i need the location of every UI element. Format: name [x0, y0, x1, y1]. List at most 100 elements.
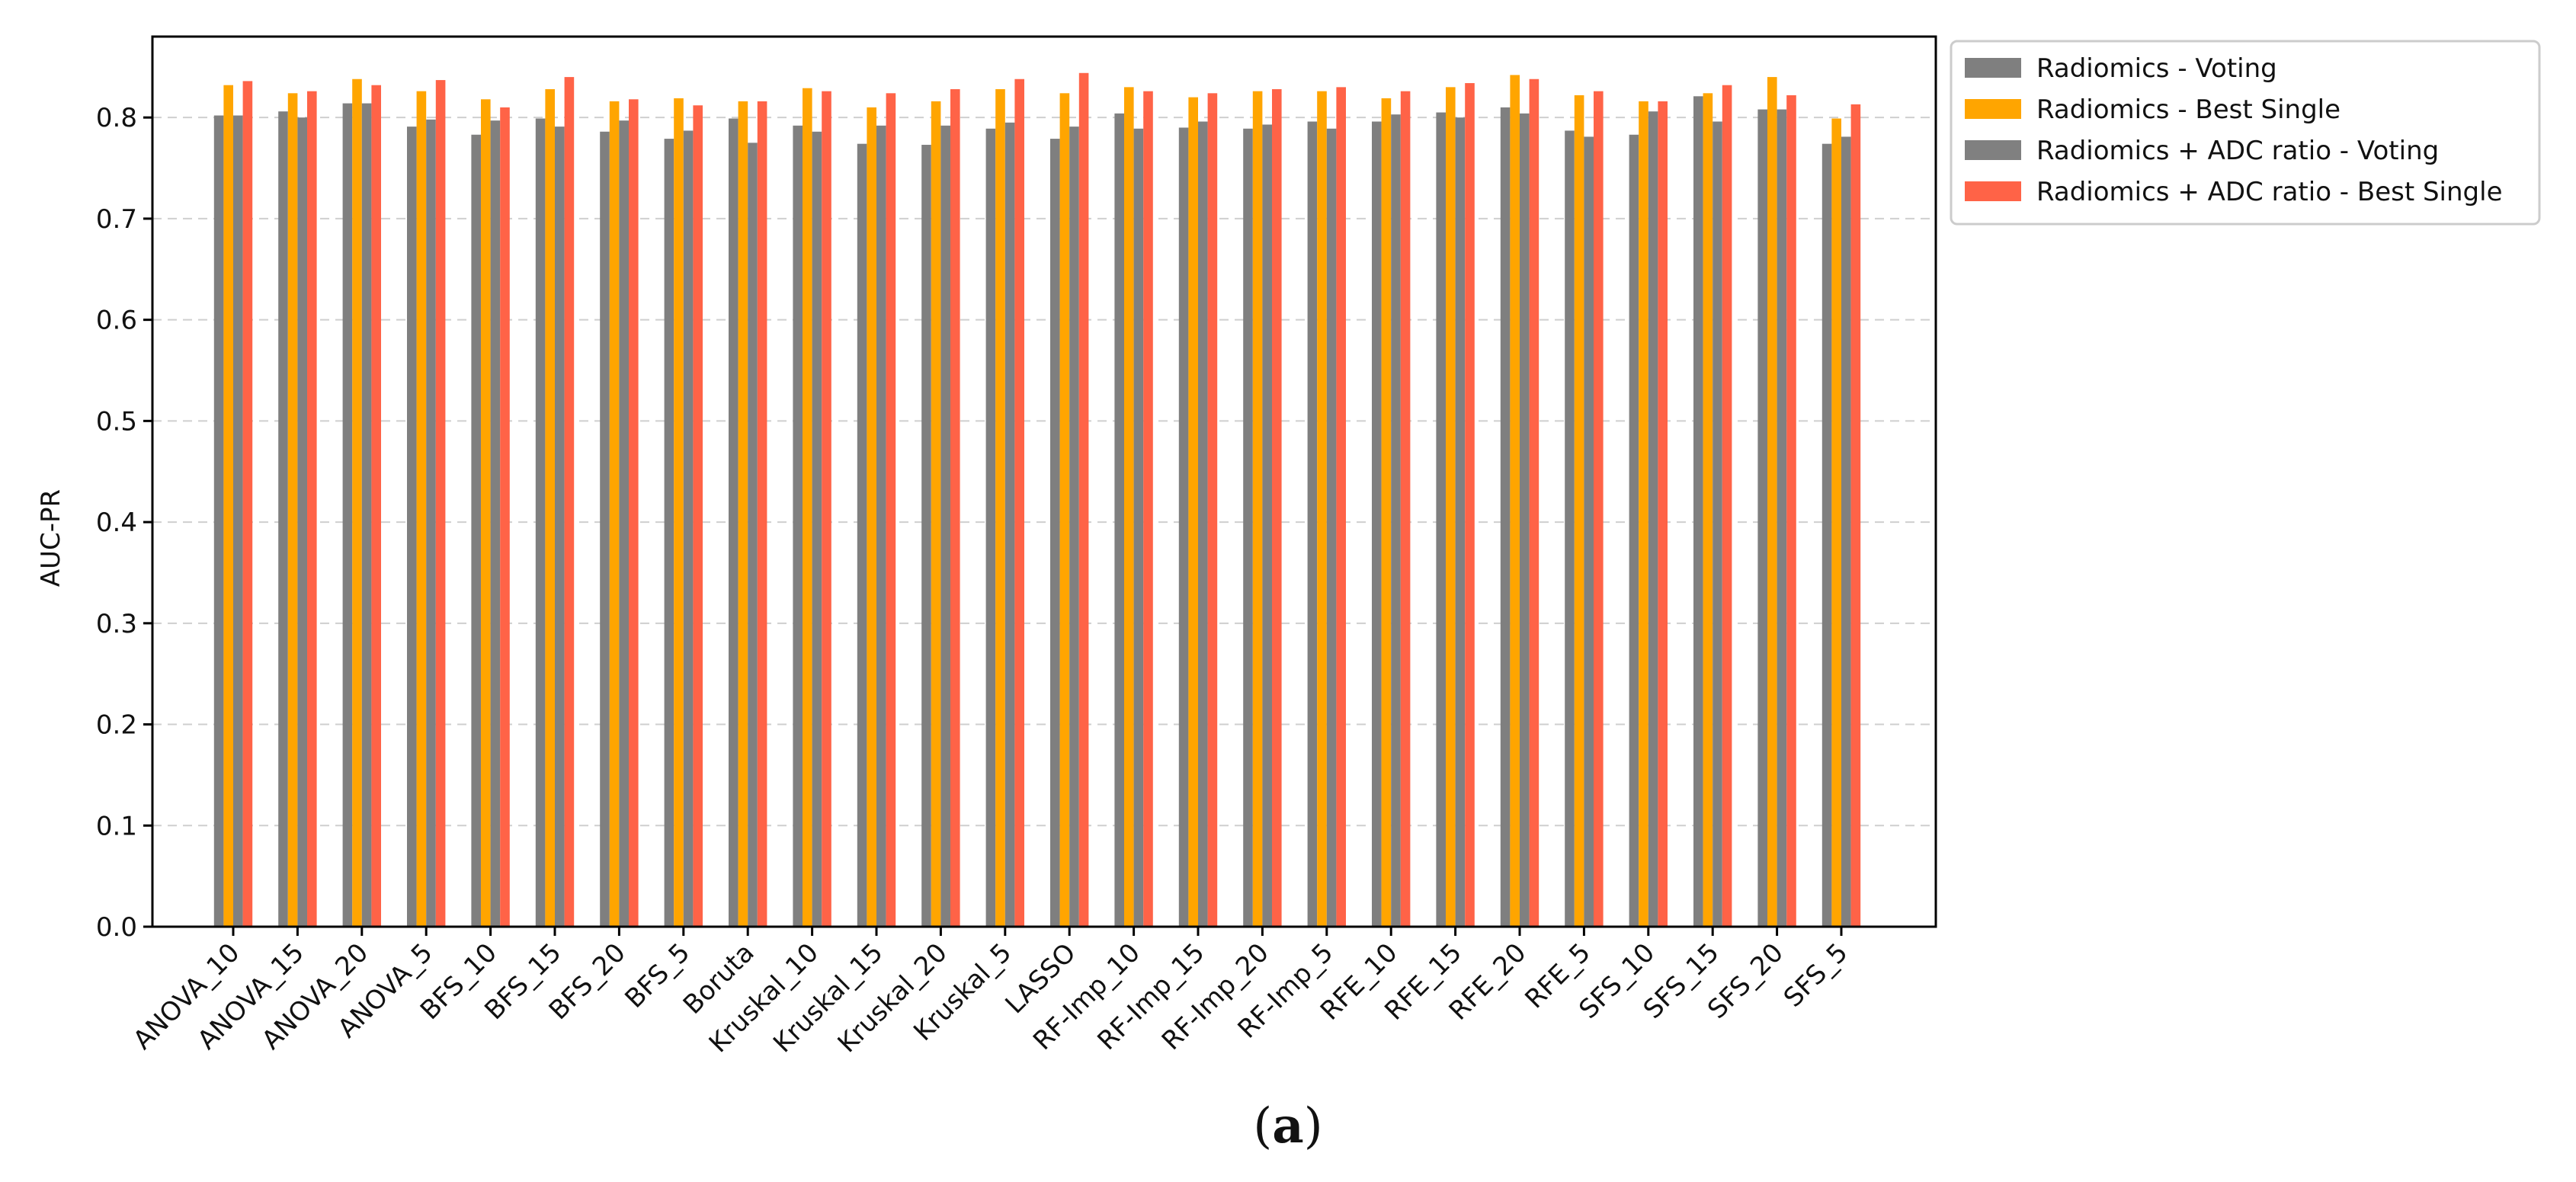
- bar-ANOVA_20-series-3: [361, 103, 372, 927]
- bar-Kruskal_20-series-4: [950, 89, 960, 927]
- bar-RF-Imp_10-series-4: [1143, 91, 1153, 927]
- bar-RF-Imp_10-series-1: [1114, 113, 1124, 927]
- panel-label-close: ): [1303, 1098, 1323, 1155]
- y-tick-label: 0.6: [96, 306, 137, 336]
- y-tick-label: 0.8: [96, 103, 137, 133]
- legend-label: Radiomics - Best Single: [2036, 94, 2341, 125]
- y-tick-label: 0.7: [96, 204, 137, 235]
- bar-RF-Imp_20-series-3: [1262, 124, 1272, 927]
- bar-BFS_15-series-2: [545, 89, 555, 927]
- grid-lines: [152, 117, 1936, 827]
- bar-BFS_5-series-2: [674, 98, 684, 927]
- bar-BFS_5-series-1: [664, 139, 674, 927]
- bar-RFE_5-series-1: [1565, 130, 1575, 927]
- chart-svg: 0.0 0.1 0.2 0.3 0.4 0.5 0.6 0.7 0.8 ANOVA_10ANOV…: [36, 35, 2541, 1059]
- bar-ANOVA_10-series-1: [213, 115, 224, 927]
- bar-RF-Imp_10-series-3: [1133, 128, 1144, 927]
- bar-BFS_15-series-3: [555, 127, 565, 927]
- bar-Kruskal_15-series-4: [886, 93, 896, 927]
- bar-SFS_10-series-3: [1648, 111, 1658, 927]
- bar-SFS_10-series-2: [1639, 101, 1648, 927]
- bar-BFS_10-series-1: [471, 134, 481, 927]
- bar-ANOVA_10-series-4: [242, 81, 253, 927]
- bar-LASSO-series-4: [1078, 72, 1089, 927]
- bar-RF-Imp_5-series-2: [1317, 91, 1327, 927]
- bar-BFS_5-series-4: [693, 105, 703, 927]
- bar-SFS_20-series-2: [1767, 77, 1777, 927]
- legend: Radiomics - Voting Radiomics - Best Singl…: [1950, 40, 2541, 226]
- bar-LASSO-series-2: [1059, 93, 1070, 927]
- bar-RFE_10-series-1: [1372, 121, 1382, 927]
- y-tick-label: 0.0: [96, 912, 137, 943]
- legend-swatch: [1965, 140, 2021, 160]
- bar-RF-Imp_20-series-1: [1243, 128, 1253, 927]
- bar-Kruskal_10-series-4: [822, 91, 831, 927]
- bar-SFS_20-series-3: [1777, 109, 1787, 927]
- bar-RFE_15-series-3: [1455, 117, 1466, 927]
- bar-ANOVA_15-series-1: [278, 111, 288, 927]
- bar-ANOVA_5-series-4: [435, 80, 446, 927]
- bar-Kruskal_10-series-2: [803, 88, 812, 927]
- bar-RF-Imp_15-series-1: [1178, 127, 1189, 927]
- y-axis: 0.0 0.1 0.2 0.3 0.4 0.5 0.6 0.7 0.8: [96, 103, 152, 943]
- bar-RFE_10-series-2: [1381, 98, 1392, 927]
- bar-RF-Imp_15-series-4: [1207, 93, 1218, 927]
- bar-BFS_15-series-4: [564, 77, 575, 927]
- bar-RFE_20-series-4: [1529, 78, 1540, 927]
- bar-Kruskal_20-series-2: [931, 101, 941, 927]
- bar-Kruskal_15-series-3: [876, 125, 886, 927]
- legend-label: Radiomics + ADC ratio - Best Single: [2036, 177, 2503, 207]
- bar-BFS_5-series-3: [683, 130, 694, 927]
- bar-SFS_5-series-2: [1831, 118, 1841, 927]
- y-axis-label: AUC-PR: [36, 489, 66, 587]
- bar-Boruta-series-4: [757, 101, 767, 927]
- panel-label-letter: a: [1272, 1097, 1304, 1155]
- bar-SFS_10-series-1: [1629, 134, 1639, 927]
- x-tick-label: SFS_5: [1778, 937, 1854, 1014]
- bar-Boruta-series-1: [729, 118, 739, 927]
- y-tick-label: 0.1: [96, 811, 137, 841]
- bar-ANOVA_10-series-3: [233, 115, 243, 927]
- y-tick-label: 0.3: [96, 609, 137, 639]
- bar-ANOVA_15-series-3: [297, 117, 307, 927]
- x-axis: ANOVA_10ANOVA_15ANOVA_20ANOVA_5BFS_10BFS…: [127, 927, 1854, 1059]
- bar-ANOVA_20-series-2: [352, 78, 362, 927]
- y-tick-label: 0.5: [96, 406, 137, 437]
- bar-ANOVA_15-series-2: [287, 93, 298, 927]
- panel-label-open: (: [1253, 1098, 1273, 1155]
- bar-BFS_10-series-2: [481, 99, 491, 927]
- bar-RF-Imp_5-series-3: [1326, 128, 1337, 927]
- bar-BFS_10-series-3: [490, 120, 501, 927]
- bar-RFE_5-series-4: [1594, 91, 1604, 927]
- y-tick-label: 0.2: [96, 710, 137, 741]
- bar-RFE_5-series-2: [1574, 94, 1584, 927]
- bar-LASSO-series-3: [1069, 127, 1079, 927]
- bar-Kruskal_5-series-4: [1014, 78, 1024, 927]
- bar-Kruskal_15-series-1: [857, 143, 867, 927]
- bar-ANOVA_15-series-4: [307, 91, 317, 927]
- bar-ANOVA_5-series-3: [426, 119, 436, 927]
- bar-SFS_15-series-2: [1703, 93, 1713, 927]
- bar-SFS_15-series-3: [1713, 121, 1722, 927]
- bar-RFE_5-series-3: [1584, 136, 1594, 927]
- bar-BFS_10-series-4: [500, 107, 510, 927]
- bar-SFS_15-series-1: [1693, 96, 1703, 927]
- bar-BFS_15-series-1: [535, 118, 546, 927]
- bar-SFS_20-series-1: [1757, 109, 1767, 927]
- bar-LASSO-series-1: [1050, 139, 1060, 927]
- legend-swatch: [1965, 99, 2021, 119]
- bar-ANOVA_5-series-1: [407, 127, 417, 927]
- bar-SFS_5-series-3: [1841, 136, 1851, 927]
- bar-SFS_20-series-4: [1786, 94, 1796, 927]
- bar-RFE_20-series-1: [1500, 107, 1511, 927]
- bar-Kruskal_10-series-3: [812, 131, 822, 927]
- legend-swatch: [1965, 58, 2021, 78]
- bar-Boruta-series-3: [748, 143, 758, 927]
- bar-RFE_10-series-3: [1391, 114, 1401, 927]
- y-tick-label: 0.4: [96, 508, 137, 538]
- bar-ANOVA_5-series-2: [416, 91, 427, 927]
- bar-Boruta-series-2: [738, 101, 748, 927]
- panel-label: (a): [0, 1097, 2576, 1155]
- bars: [213, 72, 1861, 927]
- bar-RF-Imp_15-series-2: [1188, 97, 1198, 927]
